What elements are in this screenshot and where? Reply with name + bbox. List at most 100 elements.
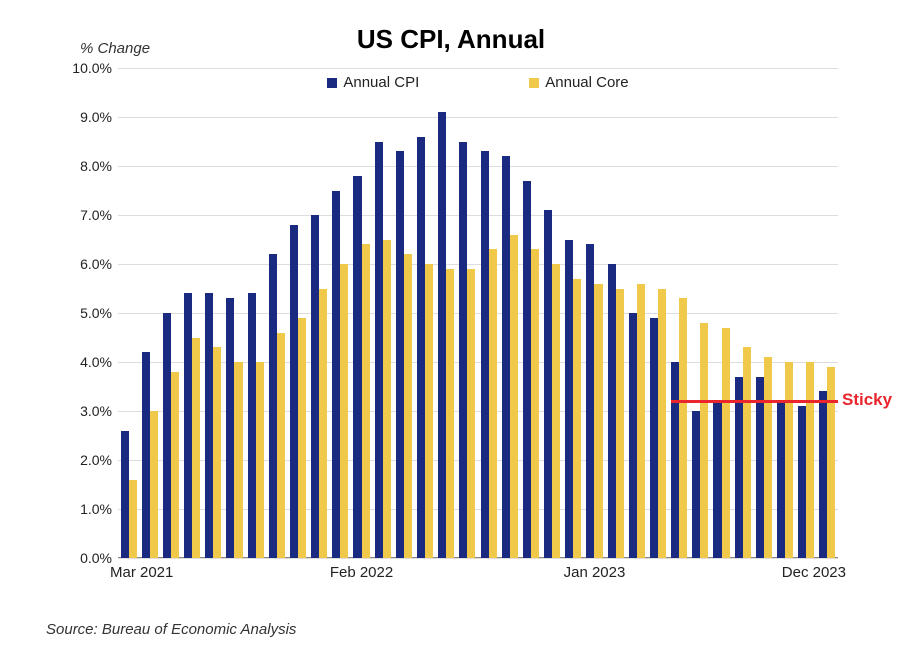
bar-cpi <box>608 264 616 558</box>
y-tick-label: 8.0% <box>80 158 118 174</box>
bar-cpi <box>269 254 277 558</box>
bar-core <box>319 289 327 559</box>
bar-core <box>637 284 645 558</box>
bar-core <box>362 244 370 558</box>
bar-core <box>743 347 751 558</box>
gridline <box>118 166 838 167</box>
bar-core <box>234 362 242 558</box>
bar-core <box>658 289 666 559</box>
y-tick-label: 1.0% <box>80 501 118 517</box>
legend-label: Annual CPI <box>343 74 419 91</box>
bar-cpi <box>692 411 700 558</box>
bar-cpi <box>502 156 510 558</box>
y-tick-label: 3.0% <box>80 403 118 419</box>
bar-core <box>256 362 264 558</box>
y-tick-label: 9.0% <box>80 109 118 125</box>
bar-core <box>129 480 137 558</box>
legend-item: Annual Core <box>529 74 628 91</box>
bar-cpi <box>248 293 256 558</box>
bar-core <box>510 235 518 558</box>
bar-cpi <box>523 181 531 558</box>
bar-core <box>383 240 391 559</box>
bar-core <box>489 249 497 558</box>
bar-cpi <box>798 406 806 558</box>
bar-cpi <box>544 210 552 558</box>
bar-cpi <box>713 401 721 558</box>
bar-cpi <box>121 431 129 558</box>
bar-cpi <box>226 298 234 558</box>
bar-core <box>531 249 539 558</box>
bar-cpi <box>671 362 679 558</box>
bar-cpi <box>756 377 764 558</box>
bar-core <box>700 323 708 558</box>
bar-core <box>467 269 475 558</box>
chart-container: US CPI, Annual % Change 0.0%1.0%2.0%3.0%… <box>0 0 902 672</box>
bar-cpi <box>311 215 319 558</box>
annotation-text: Sticky <box>842 390 892 410</box>
gridline <box>118 215 838 216</box>
bar-core <box>425 264 433 558</box>
legend-label: Annual Core <box>545 74 628 91</box>
y-axis-title: % Change <box>80 40 150 57</box>
gridline <box>118 117 838 118</box>
y-tick-label: 10.0% <box>72 60 118 76</box>
bar-core <box>298 318 306 558</box>
bar-cpi <box>735 377 743 558</box>
bar-cpi <box>629 313 637 558</box>
bar-cpi <box>375 142 383 559</box>
y-tick-label: 6.0% <box>80 256 118 272</box>
y-tick-label: 5.0% <box>80 305 118 321</box>
bar-cpi <box>459 142 467 559</box>
bar-cpi <box>142 352 150 558</box>
y-tick-label: 4.0% <box>80 354 118 370</box>
bar-cpi <box>396 151 404 558</box>
bar-cpi <box>332 191 340 559</box>
bar-core <box>573 279 581 558</box>
gridline <box>118 264 838 265</box>
plot-area: 0.0%1.0%2.0%3.0%4.0%5.0%6.0%7.0%8.0%9.0%… <box>118 68 838 558</box>
bar-core <box>340 264 348 558</box>
bar-core <box>764 357 772 558</box>
annotation-line <box>671 400 838 403</box>
x-tick-label: Jan 2023 <box>564 558 626 581</box>
bar-core <box>192 338 200 559</box>
bar-cpi <box>481 151 489 558</box>
source-text: Source: Bureau of Economic Analysis <box>46 621 296 638</box>
legend-swatch <box>529 78 539 88</box>
x-tick-label: Mar 2021 <box>110 558 173 581</box>
bar-core <box>552 264 560 558</box>
bar-core <box>594 284 602 558</box>
bar-cpi <box>586 244 594 558</box>
bar-cpi <box>650 318 658 558</box>
bar-cpi <box>205 293 213 558</box>
legend-item: Annual CPI <box>327 74 419 91</box>
bar-core <box>213 347 221 558</box>
bar-core <box>827 367 835 558</box>
bar-cpi <box>184 293 192 558</box>
bar-core <box>616 289 624 559</box>
bar-core <box>785 362 793 558</box>
y-tick-label: 7.0% <box>80 207 118 223</box>
bar-core <box>446 269 454 558</box>
bar-cpi <box>777 401 785 558</box>
gridline <box>118 558 838 559</box>
bar-cpi <box>819 391 827 558</box>
bar-core <box>150 411 158 558</box>
bar-core <box>679 298 687 558</box>
bar-cpi <box>438 112 446 558</box>
y-tick-label: 2.0% <box>80 452 118 468</box>
bar-core <box>171 372 179 558</box>
gridline <box>118 68 838 69</box>
bar-core <box>277 333 285 558</box>
bar-core <box>404 254 412 558</box>
bar-cpi <box>163 313 171 558</box>
bar-cpi <box>417 137 425 558</box>
bar-cpi <box>353 176 361 558</box>
x-tick-label: Feb 2022 <box>330 558 393 581</box>
legend: Annual CPI Annual Core <box>118 74 838 91</box>
bar-cpi <box>290 225 298 558</box>
bar-cpi <box>565 240 573 559</box>
legend-swatch <box>327 78 337 88</box>
x-tick-label: Dec 2023 <box>782 558 846 581</box>
bar-core <box>722 328 730 558</box>
